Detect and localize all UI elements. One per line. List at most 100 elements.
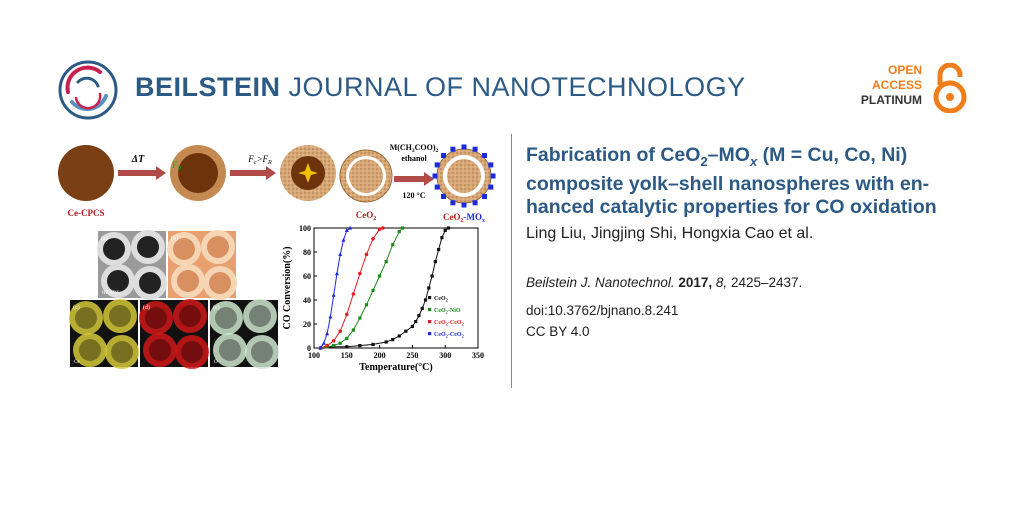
beilstein-ring-logo	[58, 60, 118, 120]
series-3	[318, 225, 353, 350]
force-r-label: FR	[171, 160, 182, 172]
data-point	[410, 324, 414, 328]
data-point	[338, 329, 343, 333]
data-point	[331, 339, 336, 343]
mox-particle	[450, 200, 456, 206]
mox-particle	[490, 173, 496, 179]
y-tick-label: 60	[303, 272, 311, 281]
data-point	[400, 226, 405, 230]
mox-particles	[432, 144, 496, 208]
synthesis-scheme: Ce-CPCS ΔT FR Fc>FR	[58, 145, 378, 218]
data-point	[414, 320, 418, 324]
x-tick-label: 200	[374, 351, 386, 360]
data-point	[384, 340, 388, 344]
temperature-label: 120 °C	[403, 191, 426, 200]
mox-particle	[461, 144, 467, 150]
series-2	[318, 226, 385, 350]
y-tick-label: 0	[307, 344, 311, 353]
data-point	[384, 260, 388, 264]
micrograph-label: (d)	[143, 304, 150, 311]
data-point	[391, 243, 395, 247]
legend-entry: CeO2-NiO	[434, 308, 461, 315]
data-point	[443, 228, 447, 232]
data-point	[364, 303, 369, 307]
ceo2-label: CeO2	[356, 210, 377, 222]
solvent-label: ethanol	[401, 154, 427, 163]
legend-marker	[428, 296, 432, 300]
x-tick-label: 350	[472, 351, 484, 360]
data-point	[397, 334, 401, 338]
open-lock-icon	[933, 63, 967, 113]
article-doi[interactable]: doi:10.3762/bjnano.8.241	[526, 303, 679, 318]
series-line	[320, 227, 351, 349]
mox-particle	[450, 146, 456, 152]
data-point	[338, 252, 343, 256]
data-point	[325, 343, 329, 348]
data-point	[371, 342, 375, 346]
data-point	[345, 312, 349, 317]
mox-particle	[488, 162, 494, 168]
mox-particle	[472, 200, 478, 206]
journal-name-rest: JOURNAL OF NANOTECHNOLOGY	[288, 72, 746, 102]
data-point	[371, 288, 375, 292]
micrograph-label: (c)	[73, 304, 80, 311]
data-point	[377, 227, 382, 231]
micrograph-label: (b)	[171, 235, 178, 242]
micrograph-panels: (a) HAADF (b) (c) Ce (d) (e) O	[69, 230, 279, 369]
micrograph-panel: (e) O	[209, 299, 279, 369]
mox-particle	[482, 152, 488, 158]
micrograph-panel: (a) HAADF	[97, 230, 167, 300]
data-point	[331, 293, 336, 297]
force-compare-label: Fc>FR	[247, 154, 272, 166]
ceo2-mox-sphere	[436, 148, 492, 204]
legend-entry: CeO2-CeO2	[434, 332, 465, 339]
micrograph-label: (a)	[101, 235, 108, 242]
data-point	[404, 329, 408, 333]
journal-name: BEILSTEIN JOURNAL OF NANOTECHNOLOGY	[135, 72, 746, 103]
data-point	[338, 341, 342, 345]
mox-particle	[472, 146, 478, 152]
data-point	[318, 345, 323, 350]
data-point	[437, 248, 441, 252]
data-point	[358, 271, 362, 276]
chart-frame	[313, 227, 479, 349]
data-point	[446, 226, 451, 230]
data-point	[371, 237, 375, 241]
x-axis-label: Temperature(°C)	[359, 362, 432, 373]
series-line	[320, 227, 384, 349]
data-point	[351, 292, 356, 296]
data-point	[332, 344, 336, 348]
x-tick-label: 250	[406, 351, 418, 360]
micrograph-note: O	[214, 360, 218, 365]
delta-t-label: ΔT	[131, 154, 145, 165]
data-point	[430, 274, 434, 278]
data-point	[348, 225, 353, 230]
data-point	[351, 328, 355, 332]
data-point	[344, 228, 349, 232]
journal-name-bold: BEILSTEIN	[135, 72, 281, 102]
micrograph-note: Ce	[74, 360, 80, 365]
data-point	[364, 252, 369, 257]
article-citation: Beilstein J. Nanotechnol. 2017, 8, 2425–…	[526, 275, 803, 290]
article-title[interactable]: Fabrication of CeO2–MOx (M = Cu, Co, Ni)…	[526, 144, 937, 218]
ceo2-mox-label: CeO2-MOx	[443, 212, 485, 224]
legend-marker	[428, 308, 432, 312]
data-point	[440, 236, 444, 240]
data-point	[345, 336, 349, 340]
data-point	[358, 316, 362, 320]
mox-particle	[440, 152, 446, 158]
data-point	[391, 338, 395, 342]
data-point	[341, 237, 346, 242]
micrograph-panel: (d)	[139, 299, 209, 369]
arrow-1	[118, 166, 166, 180]
oa-open-text: OPEN	[887, 63, 922, 77]
ce-cpcs-sphere	[58, 145, 114, 201]
arrow-4	[394, 172, 434, 186]
mox-particle	[432, 173, 438, 179]
legend-marker	[428, 320, 432, 324]
y-tick-label: 100	[299, 224, 311, 233]
data-point	[334, 271, 339, 276]
data-point	[433, 260, 437, 264]
article-license[interactable]: CC BY 4.0	[526, 324, 590, 339]
data-point	[423, 298, 428, 302]
